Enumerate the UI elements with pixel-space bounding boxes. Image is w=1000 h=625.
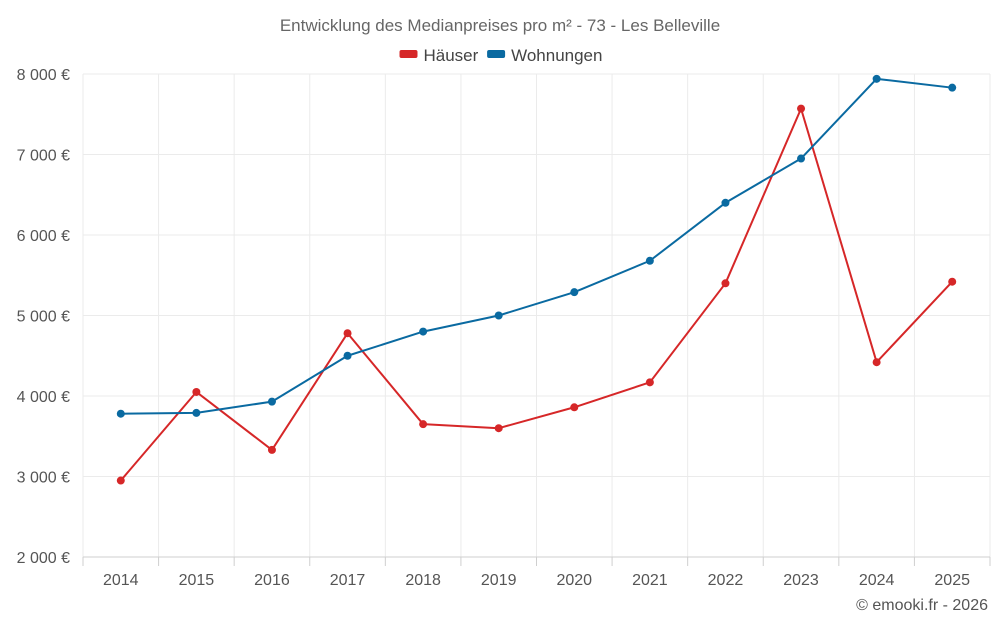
- data-point-h-user[interactable]: [192, 387, 201, 396]
- y-tick-label: 8 000 €: [17, 67, 70, 84]
- data-point-h-user[interactable]: [494, 424, 503, 433]
- data-point-h-user[interactable]: [570, 403, 579, 412]
- data-point-h-user[interactable]: [116, 476, 125, 485]
- x-tick-label: 2022: [708, 572, 744, 589]
- legend-item-wohnungen[interactable]: Wohnungen: [487, 46, 602, 65]
- copyright-credit: © emooki.fr - 2026: [856, 597, 988, 614]
- data-point-h-user[interactable]: [419, 420, 428, 429]
- series-line-h-user: [120, 107, 953, 482]
- legend-label: Häuser: [424, 46, 479, 65]
- data-point-h-user[interactable]: [267, 445, 276, 454]
- data-point-wohnungen[interactable]: [343, 351, 352, 360]
- legend-item-h-user[interactable]: Häuser: [399, 46, 479, 65]
- legend-label: Wohnungen: [511, 46, 602, 65]
- data-point-wohnungen[interactable]: [419, 327, 428, 336]
- series-layer: [116, 74, 957, 485]
- grid-lines: [82, 73, 991, 557]
- data-point-wohnungen[interactable]: [645, 256, 654, 265]
- data-point-h-user[interactable]: [343, 329, 352, 338]
- data-point-wohnungen[interactable]: [267, 397, 276, 406]
- x-tick-label: 2016: [254, 572, 290, 589]
- x-axis: 2014 2015 2016 2017 2018 2019 2020 2021 2022 2023…: [82, 556, 991, 589]
- chart-legend: Häuser Wohnungen: [399, 46, 602, 65]
- data-point-wohnungen[interactable]: [494, 311, 503, 320]
- data-point-wohnungen[interactable]: [721, 198, 730, 207]
- legend-swatch: [399, 50, 418, 58]
- data-point-wohnungen[interactable]: [797, 154, 806, 163]
- y-tick-label: 5 000 €: [17, 309, 70, 326]
- y-tick-label: 6 000 €: [17, 228, 70, 245]
- x-tick-label: 2018: [405, 572, 441, 589]
- data-point-h-user[interactable]: [721, 279, 730, 288]
- data-point-wohnungen[interactable]: [872, 74, 881, 83]
- data-point-wohnungen[interactable]: [570, 288, 579, 297]
- y-tick-label: 7 000 €: [17, 148, 70, 165]
- x-tick-label: 2017: [330, 572, 366, 589]
- y-tick-label: 2 000 €: [17, 550, 70, 567]
- data-point-wohnungen[interactable]: [192, 408, 201, 417]
- x-tick-label: 2025: [934, 572, 970, 589]
- data-point-wohnungen[interactable]: [116, 409, 125, 418]
- series-line-wohnungen: [120, 77, 953, 415]
- data-point-wohnungen[interactable]: [948, 83, 957, 92]
- data-point-h-user[interactable]: [948, 277, 957, 286]
- data-point-h-user[interactable]: [645, 378, 654, 387]
- y-tick-label: 4 000 €: [17, 389, 70, 406]
- y-axis: 2 000 € 3 000 € 4 000 € 5 000 € 6 000 € 7 000…: [17, 67, 70, 567]
- y-tick-label: 3 000 €: [17, 470, 70, 487]
- legend-swatch: [487, 50, 506, 58]
- x-tick-label: 2015: [179, 572, 215, 589]
- x-tick-label: 2024: [859, 572, 895, 589]
- x-tick-label: 2020: [556, 572, 592, 589]
- x-tick-label: 2014: [103, 572, 139, 589]
- data-point-h-user[interactable]: [872, 358, 881, 367]
- chart-title: Entwicklung des Medianpreises pro m² - 7…: [280, 16, 720, 35]
- x-tick-label: 2019: [481, 572, 517, 589]
- x-tick-label: 2021: [632, 572, 668, 589]
- x-tick-label: 2023: [783, 572, 819, 589]
- data-point-h-user[interactable]: [797, 104, 806, 113]
